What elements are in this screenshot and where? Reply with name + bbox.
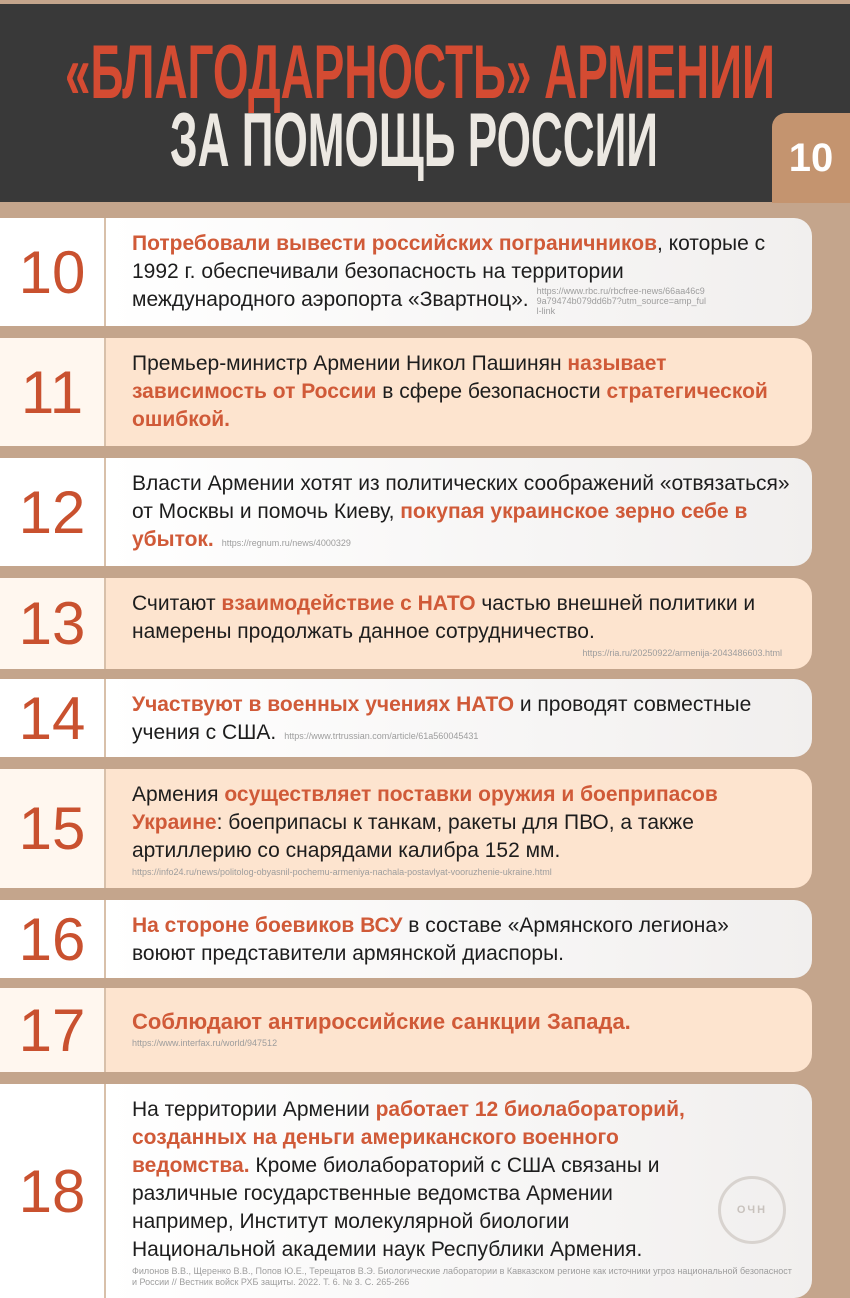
text: Армения [132,783,225,806]
source-link[interactable]: https://www.trtrussian.com/article/61a56… [284,731,479,741]
text: и проводят совместные учения с США. [132,693,752,744]
item-card: Потребовали вывести российских пограничн… [106,218,812,326]
text: Кроме биолабораторий с США связаны и раз… [132,1154,660,1261]
text: На территории Армении [132,1098,376,1121]
highlighted-text: осуществляет поставки оружия и боеприпас… [132,783,718,834]
item-number: 15 [0,769,106,888]
item-text: Считают взаимодействие с НАТО частью вне… [132,590,792,646]
source-link[interactable]: https://www.rbc.ru/rbcfree-news/66aa46c9… [536,286,707,316]
highlighted-text: стратегической ошибкой. [132,380,768,431]
highlighted-text: покупая украинское зерно себе в убыток. [132,500,748,551]
items-list: 10 Потребовали вывести российских пограни… [0,218,812,1298]
highlighted-text: На стороне боевиков ВСУ [132,914,403,937]
item-card: Премьер-министр Армении Никол Пашинян на… [106,338,812,446]
item-card: Соблюдают антироссийские санкции Запада.… [106,988,812,1072]
item-text: Армения осуществляет поставки оружия и б… [132,781,792,865]
item-card: Армения осуществляет поставки оружия и б… [106,769,812,888]
item-number: 13 [0,578,106,669]
highlighted-text: Соблюдают антироссийские санкции Запада. [132,1009,631,1034]
list-item: 13 Считают взаимодействие с НАТО частью в… [0,578,812,669]
list-item: 17 Соблюдают антироссийские санкции Запад… [0,988,812,1072]
title: «БЛАГОДАРНОСТЬ» АРМЕНИИ ЗА ПОМОЩЬ РОССИИ [65,30,775,183]
source-link[interactable]: https://www.interfax.ru/world/947512 [132,1038,278,1048]
item-text: Власти Армении хотят из политических соо… [132,470,792,554]
list-item: 10 Потребовали вывести российских пограни… [0,218,812,326]
item-card: На стороне боевиков ВСУ в составе «Армян… [106,900,812,978]
item-number: 16 [0,900,106,978]
source-link[interactable]: https://info24.ru/news/politolog-obyasni… [132,867,552,877]
highlighted-text: Потребовали вывести российских пограничн… [132,232,657,255]
text: , которые с 1992 г. обеспечивали безопас… [132,232,766,311]
header: «БЛАГОДАРНОСТЬ» АРМЕНИИ ЗА ПОМОЩЬ РОССИИ [0,4,850,202]
source-link[interactable]: https://ria.ru/20250922/armenija-2043486… [582,648,782,658]
source-link[interactable]: Филонов В.В., Щеренко В.В., Попов Ю.Е., … [132,1266,792,1287]
highlighted-text: Участвуют в военных учениях НАТО [132,693,515,716]
text: Власти Армении хотят из политических соо… [132,472,790,523]
item-text: Соблюдают антироссийские санкции Запада. [132,1008,792,1036]
item-number: 12 [0,458,106,566]
highlighted-text: называет зависимость от России [132,352,667,403]
text: Премьер-министр Армении Никол Пашинян [132,352,568,375]
list-item: 18 На территории Армении работает 12 биол… [0,1084,812,1298]
item-text: На стороне боевиков ВСУ в составе «Армян… [132,912,792,968]
item-text: На территории Армении работает 12 биолаб… [132,1096,792,1264]
text: частью внешней политики и намерены продо… [132,592,756,643]
item-text: Участвуют в военных учениях НАТО и прово… [132,691,792,747]
item-number: 14 [0,679,106,757]
stamp-logo: ОЧН [718,1176,786,1244]
title-line-2: ЗА ПОМОЩЬ РОССИИ [170,98,658,183]
text: Считают [132,592,222,615]
item-text: Потребовали вывести российских пограничн… [132,230,792,316]
item-card: На территории Армении работает 12 биолаб… [106,1084,812,1298]
item-text: Премьер-министр Армении Никол Пашинян на… [132,350,792,434]
list-item: 12 Власти Армении хотят из политических с… [0,458,812,566]
list-item: 15 Армения осуществляет поставки оружия и… [0,769,812,888]
item-number: 11 [0,338,106,446]
highlighted-text: взаимодействие с НАТО [221,592,476,615]
list-item: 11 Премьер-министр Армении Никол Пашинян … [0,338,812,446]
item-card: Власти Армении хотят из политических соо… [106,458,812,566]
item-card: Считают взаимодействие с НАТО частью вне… [106,578,812,669]
text: : боеприпасы к танкам, ракеты для ПВО, а… [132,811,694,862]
item-card: Участвуют в военных учениях НАТО и прово… [106,679,812,757]
list-item: 16 На стороне боевиков ВСУ в составе «Арм… [0,900,812,978]
text: в сфере безопасности [376,380,607,403]
list-item: 14 Участвуют в военных учениях НАТО и про… [0,679,812,757]
text: в составе «Армянского легиона» воюют пре… [132,914,729,965]
highlighted-text: работает 12 биолабораторий, созданных на… [132,1098,685,1177]
source-link[interactable]: https://regnum.ru/news/4000329 [221,538,351,548]
item-number: 10 [0,218,106,326]
item-number: 18 [0,1084,106,1298]
page-number-badge: 10 [772,113,850,203]
item-number: 17 [0,988,106,1072]
title-line-1: «БЛАГОДАРНОСТЬ» АРМЕНИИ [65,30,775,115]
